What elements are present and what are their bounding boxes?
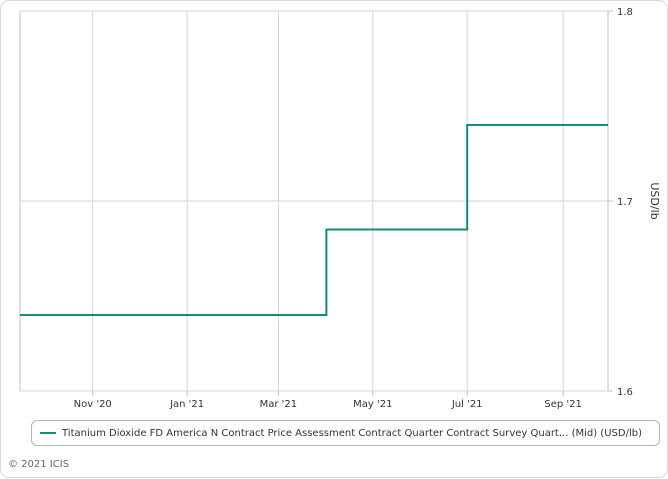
x-tick-label: Nov '20: [74, 399, 112, 410]
y-axis-ticks: 1.6 1.7 1.8: [617, 7, 633, 398]
x-tick-label: Mar '21: [260, 399, 298, 410]
x-tick-label: Jul '21: [451, 399, 483, 410]
series-line[interactable]: [20, 124, 608, 316]
x-tick-label: May '21: [353, 399, 392, 410]
grid-lines: [19, 10, 613, 396]
legend-item-label[interactable]: Titanium Dioxide FD America N Contract P…: [62, 427, 642, 439]
legend-swatch: [40, 432, 56, 434]
y-tick-label: 1.8: [617, 7, 633, 18]
x-tick-label: Sep '21: [544, 399, 582, 410]
y-tick-label: 1.7: [617, 197, 633, 208]
x-axis-ticks: Nov '20 Jan '21 Mar '21 May '21 Jul '21 Sep '…: [74, 399, 582, 410]
y-axis-label: USD/lb: [648, 182, 661, 219]
copyright-text: © 2021 ICIS: [8, 459, 70, 470]
legend[interactable]: Titanium Dioxide FD America N Contract P…: [31, 420, 660, 446]
series-group: [20, 124, 608, 316]
y-tick-label: 1.6: [617, 387, 633, 398]
x-tick-label: Jan '21: [169, 399, 204, 410]
